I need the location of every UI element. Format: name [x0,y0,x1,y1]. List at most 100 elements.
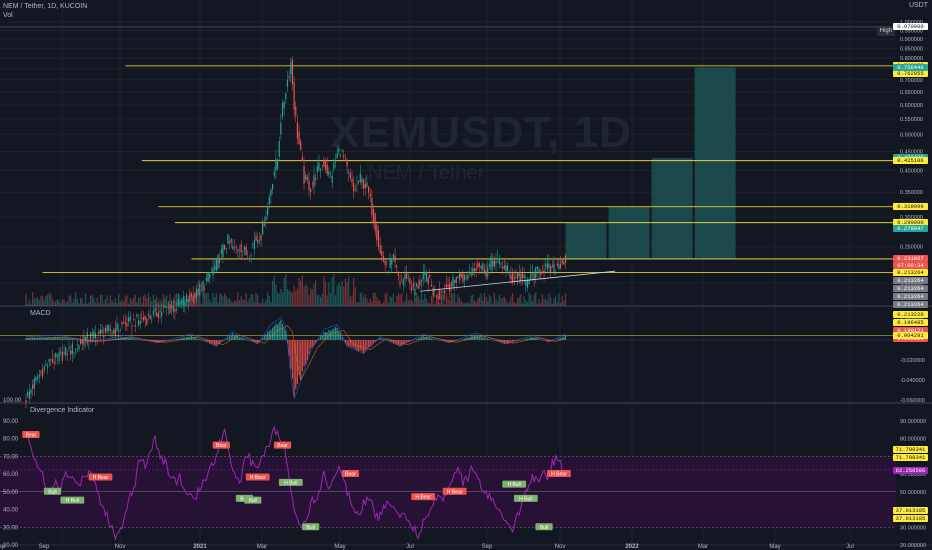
volume-bar [58,300,60,306]
candle [450,282,452,286]
macd-histogram-bar [253,340,255,343]
macd-histogram-bar [220,340,222,343]
candle [250,254,252,256]
candle [136,314,138,317]
macd-histogram-bar [465,337,467,340]
macd-histogram-bar [432,338,434,340]
volume-bar [419,299,421,306]
candle [508,271,510,274]
volume-bar [83,303,85,306]
macd-histogram-bar [290,340,292,369]
macd-histogram-bar [561,336,563,340]
candle [338,148,340,153]
volume-bar [556,302,558,306]
macd-histogram-bar [273,325,275,340]
macd-histogram-bar [174,339,176,340]
time-tick-label: Sep [482,544,493,550]
candle [98,331,100,334]
volume-bar [123,301,125,306]
target-box [608,206,650,259]
volume-bar [313,283,315,306]
macd-histogram-bar [493,340,495,341]
price-tag: 71.708341 [893,453,928,461]
volume-bar [394,302,396,306]
candle [483,269,486,274]
volume-bar [139,296,141,306]
candle [207,271,209,282]
volume-bar [341,280,343,306]
candle [224,245,226,250]
target-box [651,158,693,259]
candle [366,182,368,187]
candle [192,295,194,303]
candle [32,384,34,389]
volume-bar [457,294,459,306]
volume-bar [162,294,164,306]
candle [185,294,188,302]
candle [493,260,495,267]
divergence-label: Bear [26,432,37,438]
macd-histogram-bar [404,340,406,344]
macd-histogram-bar [267,331,269,340]
div-top-tick: 100.00 [3,398,22,404]
volume-bar [465,303,467,306]
currency-label[interactable]: USDT [908,2,928,9]
candle [111,332,113,334]
candle [387,270,390,272]
macd-pane [0,316,896,400]
macd-histogram-bar [359,340,361,351]
volume-bar [214,297,216,306]
candle [227,234,229,244]
candle [531,272,534,274]
candle [526,280,529,288]
macd-histogram-bar [199,339,201,340]
macd-histogram-bar [38,337,40,340]
macd-histogram-bar [224,340,226,341]
macd-histogram-bar [61,337,64,340]
candle [550,266,552,273]
macd-histogram-bar [538,339,540,340]
candle [473,268,476,272]
volume-bar [505,299,507,306]
macd-histogram-bar [348,340,350,347]
volume-bar [503,296,505,306]
volume-bar [488,294,490,306]
candle [298,132,300,144]
candle [306,176,308,181]
volume-bar [48,292,50,306]
candle [65,347,67,355]
volume-bar [344,278,347,306]
volume-bar [219,294,221,306]
candle [50,363,52,365]
volume-bar [217,302,219,306]
candle [498,258,500,265]
candle [556,263,558,266]
volume-bar [434,303,436,306]
candle [73,351,75,353]
macd-histogram-bar [323,332,325,340]
macd-histogram-bar [288,340,290,356]
candle [467,275,469,279]
macd-histogram-bar [500,340,502,343]
macd-histogram-bar [535,337,537,340]
candle [411,287,413,291]
macd-histogram-bar [270,329,272,340]
volume-bar [399,295,401,306]
trendline [419,270,616,292]
macd-histogram-bar [430,338,433,340]
macd-histogram-bar [470,336,472,340]
candle [424,271,426,275]
volume-bar [564,293,567,306]
macd-histogram-bar [381,338,383,340]
volume-bar [293,285,295,306]
candle [205,277,207,281]
candle [53,361,55,364]
volume-bar [43,299,45,306]
candle [197,288,199,296]
macd-histogram-bar [459,340,461,341]
candle [268,197,270,205]
macd-histogram-bar [331,329,333,340]
macd-histogram-bar [280,320,282,340]
candle [430,284,433,287]
